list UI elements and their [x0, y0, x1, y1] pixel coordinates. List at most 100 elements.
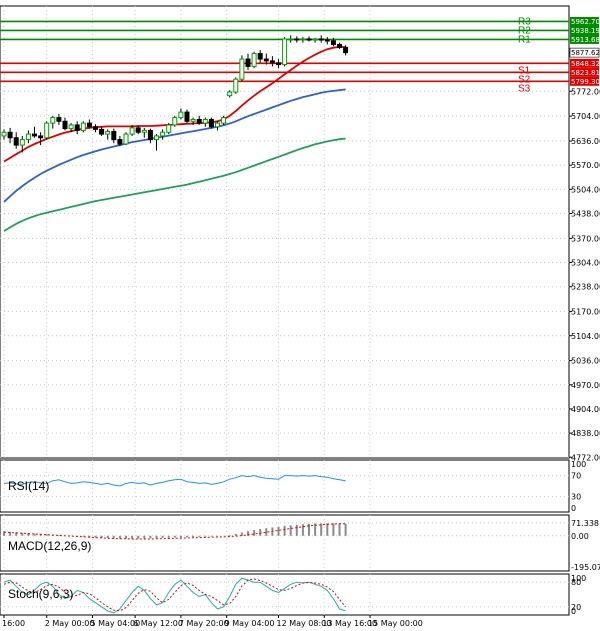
level-tag-text-s3: 5799.30 [571, 78, 600, 86]
candle-body [147, 129, 153, 141]
candle-body [123, 133, 129, 145]
candle-body [135, 127, 141, 133]
price-tick-label: 5036.00 [571, 357, 600, 366]
price-tick-label: 5570.00 [571, 161, 600, 170]
candle-body [166, 124, 172, 133]
indicator-tick-label: -195.077 [571, 563, 600, 572]
indicator-tick-label: 0 [571, 504, 576, 513]
candle-body [337, 43, 342, 48]
price-tick-label: 5438.00 [571, 210, 600, 219]
level-label-s1: S1 [518, 65, 531, 76]
price-tick-label: 4904.00 [571, 405, 600, 414]
candle-body [86, 122, 92, 128]
level-label-r1: R1 [518, 34, 531, 45]
price-tick-label: 5504.00 [571, 185, 600, 194]
candle-body [251, 53, 257, 67]
price-tick-label: 4838.00 [571, 429, 600, 438]
candle-body [129, 127, 135, 135]
candle-body [227, 91, 233, 97]
price-tick-label: 5772.00 [571, 87, 600, 96]
price-tick-label: 5304.00 [571, 259, 600, 268]
candle-body [269, 60, 275, 64]
candle-body [221, 117, 227, 124]
candle-body [93, 126, 98, 130]
price-tick-label: 5370.00 [571, 234, 600, 243]
rsi-line [3, 475, 346, 487]
level-tag-text-r2: 5938.19 [571, 27, 600, 35]
candle-body [62, 120, 68, 130]
candle-body [215, 122, 220, 128]
candle-body [282, 38, 288, 66]
candle-body [294, 38, 300, 41]
candle-body [288, 38, 294, 41]
indicator-panel-2 [0, 514, 570, 572]
time-tick-label: 13 May 16:00 [322, 619, 377, 628]
indicator-panel-3 [0, 573, 570, 616]
price-tick-label: 5238.00 [571, 283, 600, 292]
candle-body [154, 135, 159, 141]
candle-body [239, 58, 245, 80]
level-tag-r2 [570, 25, 599, 35]
candle-body [276, 62, 281, 66]
level-tag-text-s2: 5823.81 [571, 69, 600, 77]
macd-signal-line [3, 523, 346, 540]
candle-body [68, 124, 74, 130]
time-tick-label: 9 May 04:00 [225, 619, 275, 628]
candle-body [141, 129, 147, 133]
candle-body [330, 40, 336, 45]
candle-body [343, 46, 349, 54]
stoch-signal-line [3, 578, 346, 612]
indicator-label-2: MACD(12,26,9) [8, 539, 91, 553]
candle-body [111, 131, 117, 141]
ma-mid-line [3, 88, 346, 203]
indicator-tick-label: 100 [571, 574, 586, 583]
indicator-label-1: RSI(14) [8, 479, 49, 493]
candle-body [324, 39, 330, 42]
price-tick-label: 5170.00 [571, 308, 600, 317]
candle-body [32, 133, 37, 137]
level-tag-s3 [570, 76, 599, 86]
candle-body [172, 117, 178, 126]
candle-body [25, 133, 31, 141]
indicator-tick-label: 100 [571, 460, 586, 469]
indicator-tick-label: 30 [571, 492, 581, 501]
candle-body [105, 131, 111, 135]
candle-body [233, 78, 239, 93]
ma-slow-line [3, 137, 346, 232]
level-label-s3: S3 [518, 83, 531, 94]
indicator-tick-label: 0 [571, 607, 576, 616]
candle-body [50, 117, 56, 124]
level-label-r2: R2 [518, 25, 531, 36]
candle-body [80, 122, 86, 131]
last-price-tag [569, 47, 600, 58]
time-tick-label: 5 May 04:00 [90, 619, 140, 628]
price-tick-label: 5704.00 [571, 112, 600, 121]
level-tag-text-s1: 5848.32 [571, 60, 600, 68]
candle-body [160, 131, 166, 137]
candle-body [257, 53, 263, 60]
candle-body [300, 38, 306, 41]
time-tick-label: 6 May 12:00 [133, 619, 183, 628]
candle-body [178, 111, 184, 119]
level-tag-r1 [570, 34, 599, 44]
price-tick-label: 4970.00 [571, 381, 600, 390]
candle-body [74, 124, 80, 131]
candle-body [117, 139, 123, 145]
indicator-tick-label: 71.338 [571, 519, 599, 528]
indicator-tick-label: 70 [571, 472, 581, 481]
indicator-panel-1 [0, 459, 570, 513]
candle-body [184, 111, 190, 122]
level-tag-s2 [570, 67, 599, 77]
candle-body [202, 118, 208, 124]
price-tick-label: 4772.00 [571, 453, 600, 462]
level-tag-text-r3: 5962.70 [571, 18, 600, 26]
last-price-label: 5877.62 [571, 49, 600, 57]
candle-body [44, 122, 50, 139]
indicator-tick-label: 0.00 [571, 532, 589, 541]
candle-body [245, 58, 251, 67]
candle-body [312, 38, 318, 41]
price-tick-label: 5104.00 [571, 332, 600, 341]
indicator-tick-label: 80 [571, 578, 581, 587]
candle-body [7, 131, 13, 139]
